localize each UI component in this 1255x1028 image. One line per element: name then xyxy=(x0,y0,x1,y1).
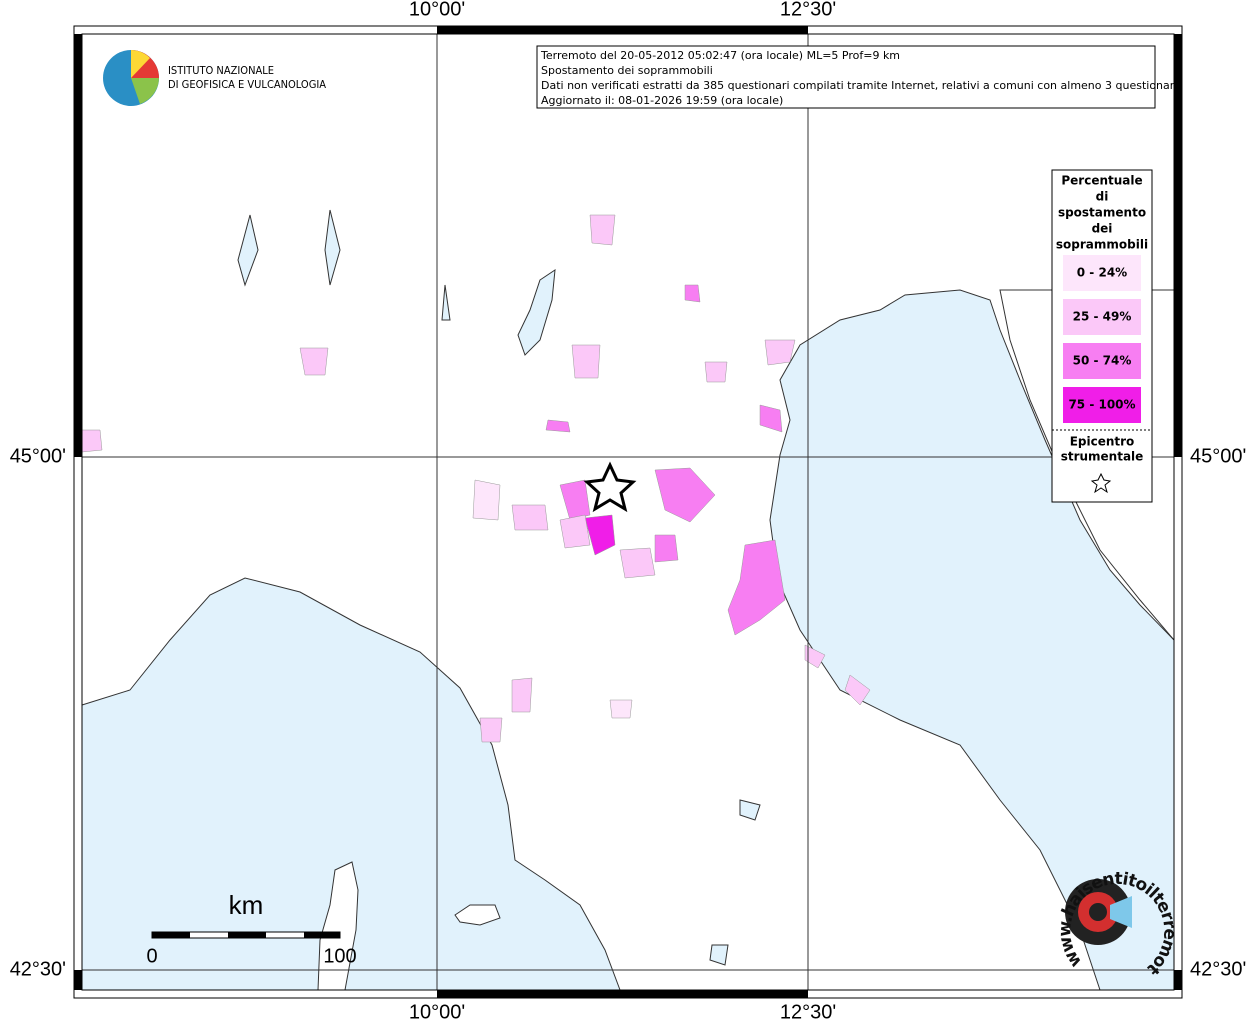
logo-text: ISTITUTO NAZIONALE xyxy=(168,64,274,77)
small-lakes xyxy=(709,799,761,966)
info-line: Terremoto del 20-05-2012 05:02:47 (ora l… xyxy=(540,49,900,62)
lon-label: 12°30' xyxy=(780,0,836,20)
legend-swatch xyxy=(1063,343,1141,379)
epicenter-star xyxy=(583,461,637,513)
graticule xyxy=(82,34,1174,990)
legend-label: 75 - 100% xyxy=(1068,398,1135,412)
legend-label: 50 - 74% xyxy=(1073,354,1132,368)
lon-label: 12°30' xyxy=(780,1001,836,1023)
lon-label: 10°00' xyxy=(409,0,465,20)
elba xyxy=(454,904,501,926)
legend-epicenter: Epicentro xyxy=(1070,435,1135,449)
lat-label: 42°30' xyxy=(10,958,66,980)
scale-label: 100 xyxy=(323,945,356,967)
legend-star xyxy=(1090,472,1112,494)
info-box xyxy=(536,45,1156,109)
scale-label: 0 xyxy=(146,945,157,967)
legend-swatch xyxy=(1063,387,1141,423)
tyrrhenian-sea xyxy=(81,577,621,991)
legend-title: di xyxy=(1096,190,1109,204)
adriatic-sea xyxy=(769,289,1175,991)
lakes xyxy=(237,209,451,321)
legend-swatch xyxy=(1063,255,1141,291)
info-line: Spostamento dei soprammobili xyxy=(541,64,713,77)
legend-swatch xyxy=(1063,299,1141,335)
info-line: Dati non verificati estratti da 385 ques… xyxy=(541,79,1181,92)
lat-label: 45°00' xyxy=(1190,445,1246,467)
legend-label: 25 - 49% xyxy=(1073,310,1132,324)
legend-title: spostamento xyxy=(1058,206,1146,220)
legend-title: soprammobili xyxy=(1056,238,1148,252)
lat-label: 45°00' xyxy=(10,445,66,467)
scale-unit: km xyxy=(229,890,264,920)
legend-label: 0 - 24% xyxy=(1077,266,1127,280)
municipalities xyxy=(81,214,871,743)
scale-bar xyxy=(151,931,341,939)
ingv-logo xyxy=(103,50,159,106)
logo-text: DI GEOFISICA E VULCANOLOGIA xyxy=(168,78,326,91)
lake-garda xyxy=(517,268,556,356)
legend-title: dei xyxy=(1092,222,1113,236)
lat-label: 42°30' xyxy=(1190,958,1246,980)
legend-epicenter: strumentale xyxy=(1061,450,1144,464)
frame xyxy=(73,25,1183,999)
legend-box xyxy=(1051,169,1153,503)
watermark-icon xyxy=(1110,896,1132,928)
legend-title: Percentuale xyxy=(1061,174,1142,188)
watermark-icon xyxy=(1089,903,1107,921)
lon-label: 10°00' xyxy=(409,1001,465,1023)
info-line: Aggiornato il: 08-01-2026 19:59 (ora loc… xyxy=(541,94,783,107)
